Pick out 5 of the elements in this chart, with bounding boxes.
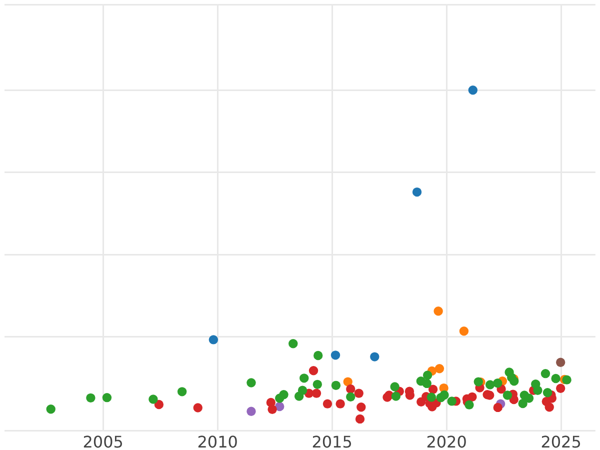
x-tick-label: 2005	[82, 432, 124, 450]
x-tick-label: 2015	[312, 432, 352, 450]
x-tick-label: 2025	[540, 432, 582, 450]
x-tick-label: 2020	[426, 432, 467, 450]
x-tick-label: 2010	[197, 432, 238, 450]
